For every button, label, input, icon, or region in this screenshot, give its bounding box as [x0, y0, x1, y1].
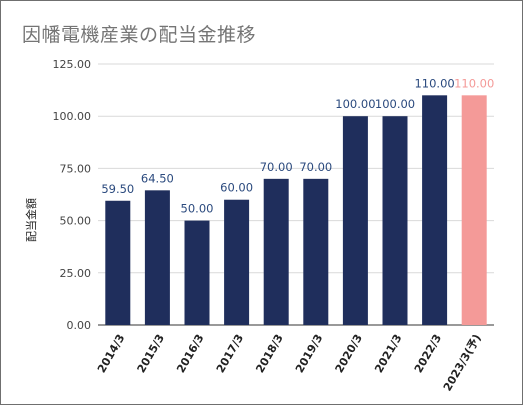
data-label: 100.00 [335, 97, 375, 111]
bar [382, 116, 408, 325]
data-label: 70.00 [299, 160, 332, 174]
data-label: 70.00 [260, 160, 293, 174]
data-label: 110.00 [454, 76, 494, 90]
x-axis-ticks: 2014/3 2015/3 2016/3 2017/3 2018/3 2019/3 2020… [95, 332, 484, 393]
bar [105, 200, 131, 325]
y-tick-label: 75.00 [60, 162, 92, 175]
data-labels: 59.50 64.50 50.00 60.00 70.00 70.00 100.00 100.… [101, 76, 494, 215]
chart-title: 因幡電機産業の配当金推移 [22, 24, 257, 46]
x-tick-label: 2018/3 [253, 332, 285, 375]
x-tick-label: 2022/3 [412, 332, 444, 375]
bar [342, 116, 368, 325]
bar [263, 178, 289, 325]
x-tick-label: 2020/3 [333, 332, 365, 375]
x-tick-label: 2016/3 [174, 332, 206, 375]
x-tick-label: 2014/3 [95, 332, 127, 375]
y-tick-label: 25.00 [60, 267, 92, 280]
data-label: 64.50 [141, 171, 174, 185]
y-tick-label: 100.00 [53, 110, 92, 123]
y-axis-label: 配当金額 [24, 198, 38, 242]
bar [303, 178, 329, 325]
x-tick-label: 2017/3 [214, 332, 246, 375]
x-tick-label: 2019/3 [293, 332, 325, 375]
bar [144, 190, 170, 325]
y-axis-ticks: 0.00 25.00 50.00 75.00 100.00 125.00 [53, 58, 92, 332]
bar [184, 220, 210, 325]
bar [224, 199, 250, 325]
x-tick-label: 2015/3 [135, 332, 167, 375]
x-tick-label: 2021/3 [372, 332, 404, 375]
data-label: 60.00 [220, 181, 253, 195]
bar-forecast [461, 95, 487, 325]
y-tick-label: 0.00 [67, 319, 92, 332]
bar [422, 95, 448, 325]
data-label: 110.00 [414, 76, 454, 90]
data-label: 100.00 [375, 97, 415, 111]
data-label: 50.00 [181, 202, 214, 216]
y-tick-label: 125.00 [53, 58, 92, 71]
x-tick-label: 2023/3(予) [441, 332, 484, 393]
bars [105, 95, 487, 325]
y-tick-label: 50.00 [60, 215, 92, 228]
data-label: 59.50 [101, 182, 134, 196]
